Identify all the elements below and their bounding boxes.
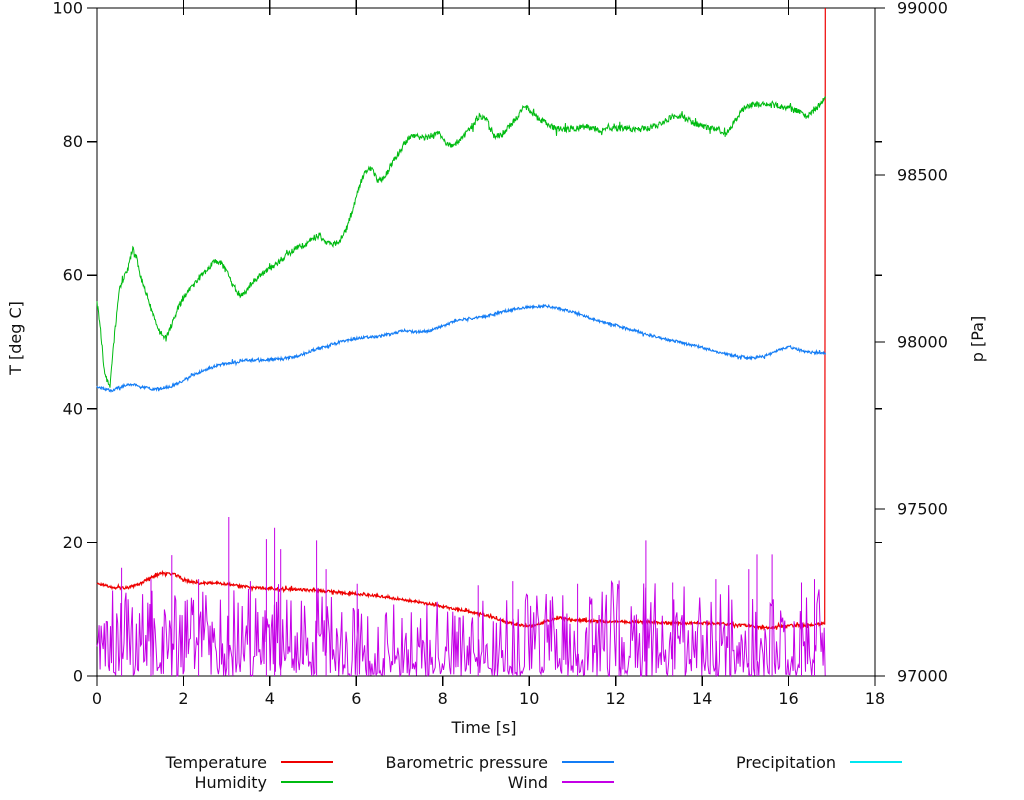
legend-label: Humidity [194, 772, 267, 792]
y2-tick-label: 98000 [897, 333, 948, 352]
y2-tick-label: 97500 [897, 500, 948, 519]
axis-ticks [87, 0, 885, 686]
series-wind [96, 517, 826, 678]
legend-sample-line [281, 781, 333, 783]
x-tick-label: 12 [605, 689, 625, 708]
x-tick-label: 0 [92, 689, 102, 708]
y-tick-label: 0 [73, 667, 83, 686]
axes-layer: 0 2 4 6 8 10 12 14 16 18 0 20 40 60 80 100 97000 97500 980… [52, 0, 948, 708]
y-tick-label: 20 [63, 533, 83, 552]
legend-entry-precipitation: Precipitation [736, 752, 902, 772]
legend-entry-wind: Wind [508, 772, 614, 792]
series-temperature [96, 7, 826, 631]
x-tick-label: 18 [865, 689, 885, 708]
x-axis-title: Time [s] [451, 718, 517, 737]
legend-entry-temperature: Temperature [166, 752, 333, 772]
x-tick-label: 6 [351, 689, 361, 708]
x-tick-label: 8 [438, 689, 448, 708]
y-tick-label: 80 [63, 132, 83, 151]
y-tick-label: 40 [63, 399, 83, 418]
y2-tick-label: 97000 [897, 667, 948, 686]
plot-border [96, 7, 876, 677]
legend-sample-line [562, 781, 614, 783]
x-tick-label: 4 [265, 689, 275, 708]
legend-label: Barometric pressure [385, 752, 548, 772]
legend-sample-line [562, 761, 614, 763]
x-tick-label: 10 [519, 689, 539, 708]
y-tick-label: 100 [52, 0, 83, 18]
y2-tick-label: 99000 [897, 0, 948, 18]
legend-entry-barometric-pressure: Barometric pressure [385, 752, 614, 772]
legend-label: Precipitation [735, 752, 836, 772]
series-barometric-pressure [96, 303, 826, 394]
x-tick-label: 2 [178, 689, 188, 708]
series-layer [96, 7, 826, 678]
legend-sample-line [850, 761, 902, 763]
legend-label: Temperature [165, 752, 267, 772]
y2-tick-label: 98500 [897, 166, 948, 185]
x-tick-label: 14 [692, 689, 712, 708]
legend-label: Wind [507, 772, 548, 792]
y2-axis-title: p [Pa] [968, 315, 987, 363]
legend-sample-line [281, 761, 333, 763]
y-tick-label: 60 [63, 266, 83, 285]
x-tick-label: 16 [778, 689, 798, 708]
series-humidity [96, 96, 826, 388]
legend-entry-humidity: Humidity [194, 772, 333, 792]
y-axis-title: T [deg C] [6, 301, 25, 375]
